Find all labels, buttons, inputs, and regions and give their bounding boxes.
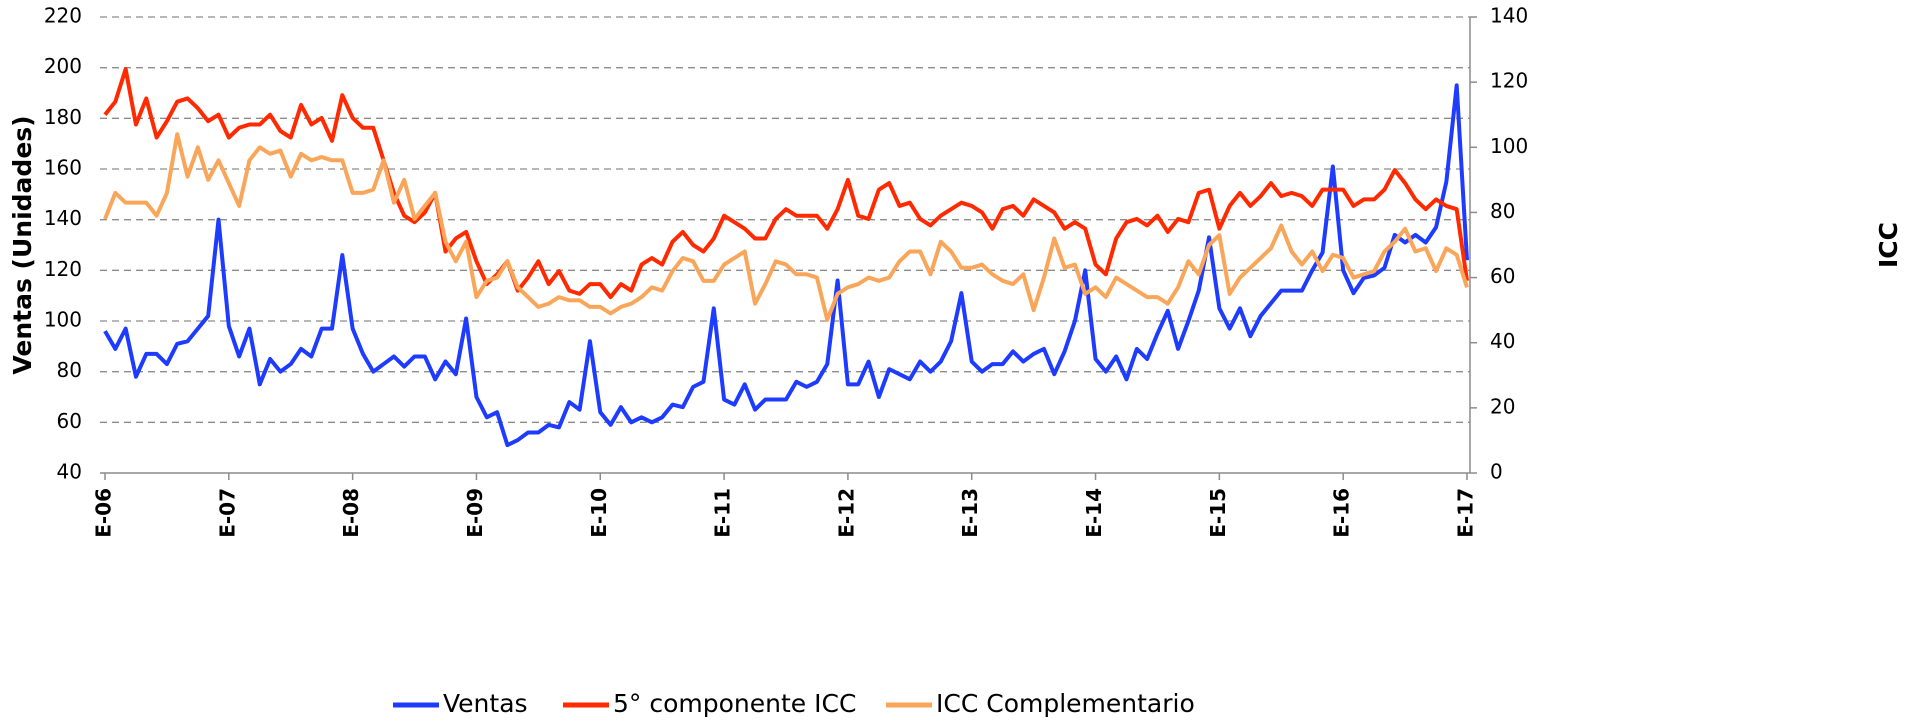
y-tick-label: 140 xyxy=(44,206,82,230)
y2-tick-label: 60 xyxy=(1490,264,1515,288)
legend-label: Ventas xyxy=(443,689,528,718)
series-line xyxy=(103,83,1469,448)
y2-tick-label: 0 xyxy=(1490,460,1503,484)
x-tick-label: E-15 xyxy=(1206,488,1230,538)
series-line xyxy=(103,132,1469,322)
y-axis-title: Ventas (Unidades) xyxy=(8,115,37,374)
x-tick-label: E-06 xyxy=(92,488,116,538)
x-tick-label: E-14 xyxy=(1082,488,1106,538)
y2-tick-label: 140 xyxy=(1490,4,1528,28)
x-tick-label: E-13 xyxy=(958,488,982,538)
y-tick-label: 80 xyxy=(57,358,82,382)
y-tick-label: 200 xyxy=(44,54,82,78)
x-tick-label: E-12 xyxy=(834,488,858,538)
y2-tick-label: 120 xyxy=(1490,69,1528,93)
legend-label: 5° componente ICC xyxy=(613,689,856,718)
y-tick-label: 120 xyxy=(44,257,82,281)
x-tick-label: E-07 xyxy=(215,488,239,538)
y-tick-label: 220 xyxy=(44,4,82,28)
series-line xyxy=(103,67,1469,300)
x-tick-label: E-11 xyxy=(711,488,735,538)
y2-tick-label: 40 xyxy=(1490,329,1515,353)
y-tick-label: 100 xyxy=(44,308,82,332)
x-tick-label: E-08 xyxy=(339,488,363,538)
legend-label: ICC Complementario xyxy=(936,689,1195,718)
x-tick-label: E-09 xyxy=(463,488,487,538)
x-tick-label: E-10 xyxy=(587,488,611,538)
y-tick-label: 180 xyxy=(44,105,82,129)
y2-tick-label: 20 xyxy=(1490,394,1515,418)
y2-tick-label: 80 xyxy=(1490,199,1515,223)
y2-axis-title: ICC xyxy=(1874,222,1903,268)
y-tick-label: 160 xyxy=(44,156,82,180)
x-tick-label: E-17 xyxy=(1454,488,1478,538)
x-tick-label: E-16 xyxy=(1330,488,1354,538)
y-tick-label: 40 xyxy=(57,460,82,484)
y2-tick-label: 100 xyxy=(1490,134,1528,158)
y-tick-label: 60 xyxy=(57,409,82,433)
